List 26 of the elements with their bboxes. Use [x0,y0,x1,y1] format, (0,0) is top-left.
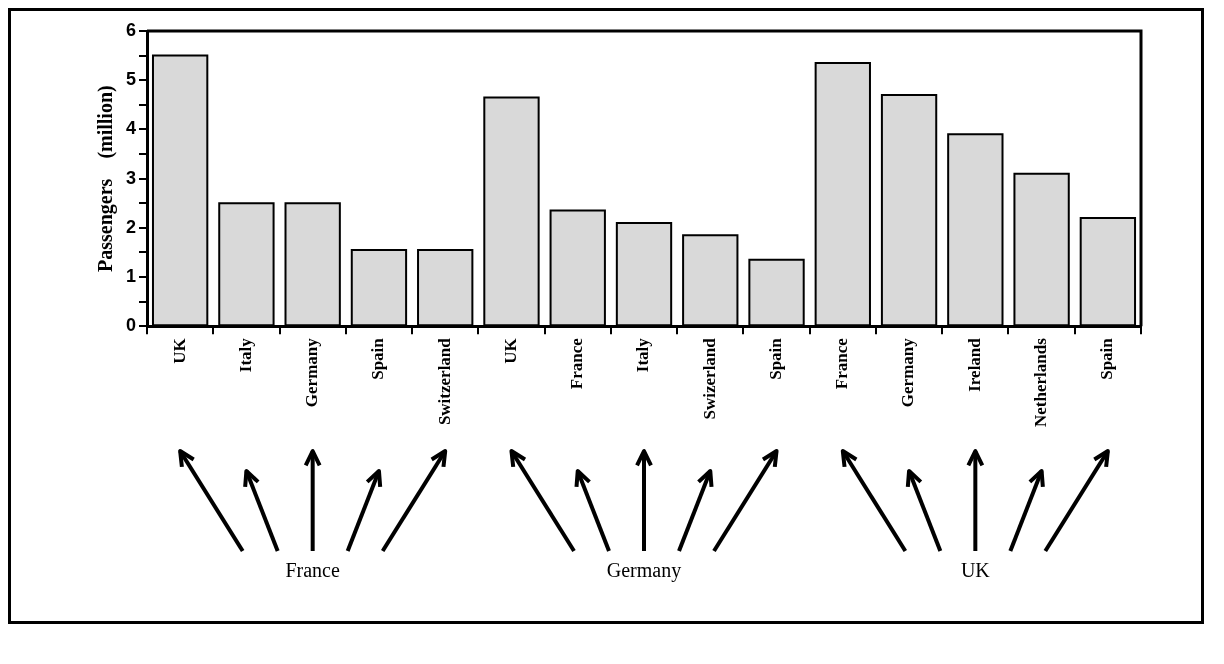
x-tick-label: France [567,337,587,390]
x-tick-label: Italy [633,337,653,373]
x-tick-label: Spain [368,337,388,380]
text: France [284,559,341,582]
y-tick-label: 4 [126,118,137,139]
text: Germany [605,559,683,582]
y-tick-label: 0 [126,315,137,336]
y-tick-label: 6 [126,19,137,40]
y-tick-label: 1 [126,265,137,286]
x-tick-label: Ireland [964,337,984,392]
text: UK [959,559,991,582]
y-tick-label: 3 [126,167,137,188]
x-tick-label: Spain [765,337,785,380]
x-tick-label: Swizerland [699,337,719,420]
y-axis-title: Passengers (million) [94,85,118,272]
y-tick-label: 5 [126,69,137,90]
x-tick-label: Italy [235,337,255,373]
y-tick-label: 2 [126,216,137,237]
x-tick-label: Germany [302,337,322,408]
x-tick-label: UK [169,337,189,364]
x-tick-label: France [832,337,852,390]
x-tick-label: Spain [1097,337,1117,380]
x-tick-label: Switzerland [434,337,454,426]
x-tick-label: Germany [898,337,918,408]
x-tick-label: Netherlands [1030,337,1050,427]
x-tick-label: UK [500,337,520,364]
